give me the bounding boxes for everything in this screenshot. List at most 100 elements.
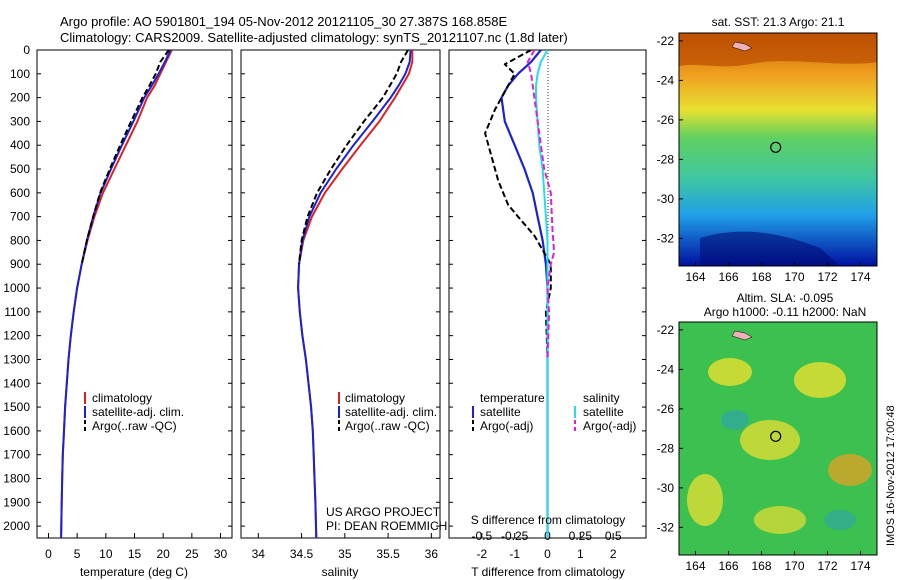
s-difference-xlabel: S difference from climatology <box>471 513 626 527</box>
salinity-ticks: 34 34.5 35 35.5 36 <box>241 49 440 561</box>
sla-blob <box>824 510 856 530</box>
x-tick-label: 34 <box>252 547 266 561</box>
lon-tick-label: 166 <box>718 270 738 284</box>
x-tick-label: 2 <box>610 547 617 561</box>
depth-tick-label: 1800 <box>3 471 30 485</box>
legend-climatology-label: climatology <box>345 391 405 405</box>
sla-blob <box>740 420 800 460</box>
x-tick-label: 35.5 <box>376 547 400 561</box>
sst-map-frame <box>678 32 878 267</box>
lat-tick-label: -22 <box>657 323 675 337</box>
depth-tick-label: 1900 <box>3 495 30 509</box>
sla-blob <box>721 410 749 430</box>
legend-t-argo-label: Argo(-adj) <box>480 419 533 433</box>
profile-line-argo-raw-qc- <box>298 50 409 265</box>
legend-argo-label: Argo(..raw -QC) <box>345 419 430 433</box>
depth-tick-label: 400 <box>10 138 30 152</box>
s-tick-label: 0.25 <box>569 529 593 543</box>
profile-line-climatology <box>297 50 414 538</box>
sla-blob <box>687 474 723 526</box>
lon-tick-label: 170 <box>784 559 804 573</box>
depth-tick-label: 900 <box>10 257 30 271</box>
depth-tick-label: 1000 <box>3 281 30 295</box>
lat-tick-label: -32 <box>657 520 675 534</box>
t-difference-xlabel: T difference from climatology <box>471 565 625 579</box>
depth-tick-label: 1500 <box>3 400 30 414</box>
profile-line-argo-raw-qc- <box>80 50 170 265</box>
x-tick-label: 36 <box>425 547 439 561</box>
lon-tick-label: 170 <box>784 270 804 284</box>
sla-blob <box>828 454 872 486</box>
profile-line-satellite-adj-clim- <box>60 50 172 538</box>
x-tick-label: 25 <box>185 547 199 561</box>
depth-tick-label: 800 <box>10 233 30 247</box>
sst-map-title: sat. SST: 21.3 Argo: 21.1 <box>712 15 845 29</box>
depth-tick-label: 600 <box>10 186 30 200</box>
lat-tick-label: -28 <box>657 152 675 166</box>
lat-tick-label: -28 <box>657 441 675 455</box>
project-line-1: US ARGO PROJECT <box>326 505 441 519</box>
sla-map-ticks: 164 166 168 170 172 174 -22 -24 -26 -28 -30 -32 <box>657 323 871 573</box>
lat-tick-label: -22 <box>657 34 675 48</box>
x-tick-label: 15 <box>128 547 142 561</box>
legend-temperature-header: temperature <box>480 391 545 405</box>
s-tick-label: -0.25 <box>501 529 529 543</box>
depth-tick-label: 100 <box>10 67 30 81</box>
imos-stamp: IMOS 16-Nov-2012 17:00:48 <box>885 405 897 546</box>
sst-map-ticks: 164 166 168 170 172 174 -22 -24 -26 -28 -30 -32 <box>657 34 871 284</box>
s-tick-label: -0.5 <box>471 529 492 543</box>
legend-climatology-label: climatology <box>92 391 152 405</box>
profile-line-temperature-satellite <box>500 50 549 538</box>
depth-tick-label: 2000 <box>3 519 30 533</box>
x-tick-label: 1 <box>577 547 584 561</box>
temperature-profiles <box>60 50 173 538</box>
argo-location-marker <box>770 430 782 442</box>
x-tick-label: 34.5 <box>290 547 314 561</box>
depth-tick-labels: 0 100 200 300 400 500 600 700 800 900 1000 1100 1200… <box>3 43 30 533</box>
depth-tick-label: 500 <box>10 162 30 176</box>
depth-tick-label: 700 <box>10 210 30 224</box>
argo-location-marker <box>770 141 782 153</box>
lon-tick-label: 172 <box>817 270 837 284</box>
new-caledonia-land <box>731 330 753 341</box>
salinity-axes <box>240 49 441 539</box>
legend-s-argo-label: Argo(-adj) <box>583 419 636 433</box>
temperature-legend: climatology satellite-adj. clim. Argo(..… <box>84 391 184 433</box>
temperature-xlabel: temperature (deg C) <box>80 565 188 579</box>
temperature-axes <box>36 49 233 539</box>
lat-tick-label: -30 <box>657 481 675 495</box>
x-tick-label: 0 <box>45 547 52 561</box>
legend-satellite-label: satellite-adj. clim. <box>345 405 437 419</box>
salinity-profiles <box>297 50 414 538</box>
lon-tick-label: 168 <box>751 559 771 573</box>
depth-tick-label: 300 <box>10 114 30 128</box>
profile-line-climatology <box>60 50 173 538</box>
sst-warm-patch <box>679 33 877 67</box>
lon-tick-label: 164 <box>685 270 705 284</box>
sla-map <box>678 321 878 556</box>
lon-tick-label: 166 <box>718 559 738 573</box>
profile-line-temperature-argo-adj- <box>484 50 552 360</box>
sla-blob <box>708 358 752 386</box>
depth-tick-label: 1200 <box>3 329 30 343</box>
lon-tick-label: 168 <box>751 270 771 284</box>
depth-tick-label: 0 <box>23 43 30 57</box>
temperature-ticks: 0 5 10 15 20 25 30 <box>37 49 232 561</box>
depth-tick-label: 1600 <box>3 424 30 438</box>
project-line-2: PI: DEAN ROEMMICH <box>326 519 447 533</box>
legend-argo-label: Argo(..raw -QC) <box>92 419 177 433</box>
profile-line-salinity-argo-adj- <box>526 50 556 360</box>
lat-tick-label: -24 <box>657 362 675 376</box>
x-tick-label: 30 <box>214 547 228 561</box>
lon-tick-label: 174 <box>850 270 870 284</box>
legend-satellite-label: satellite-adj. clim. <box>92 405 184 419</box>
sla-map-frame <box>678 321 878 556</box>
lon-tick-label: 172 <box>817 559 837 573</box>
lat-tick-label: -26 <box>657 113 675 127</box>
difference-profiles <box>484 50 556 538</box>
profile-line-salinity-satellite <box>535 50 549 538</box>
lat-tick-label: -32 <box>657 231 675 245</box>
x-tick-label: -2 <box>476 547 487 561</box>
profile-line-satellite-adj-clim- <box>297 50 412 538</box>
